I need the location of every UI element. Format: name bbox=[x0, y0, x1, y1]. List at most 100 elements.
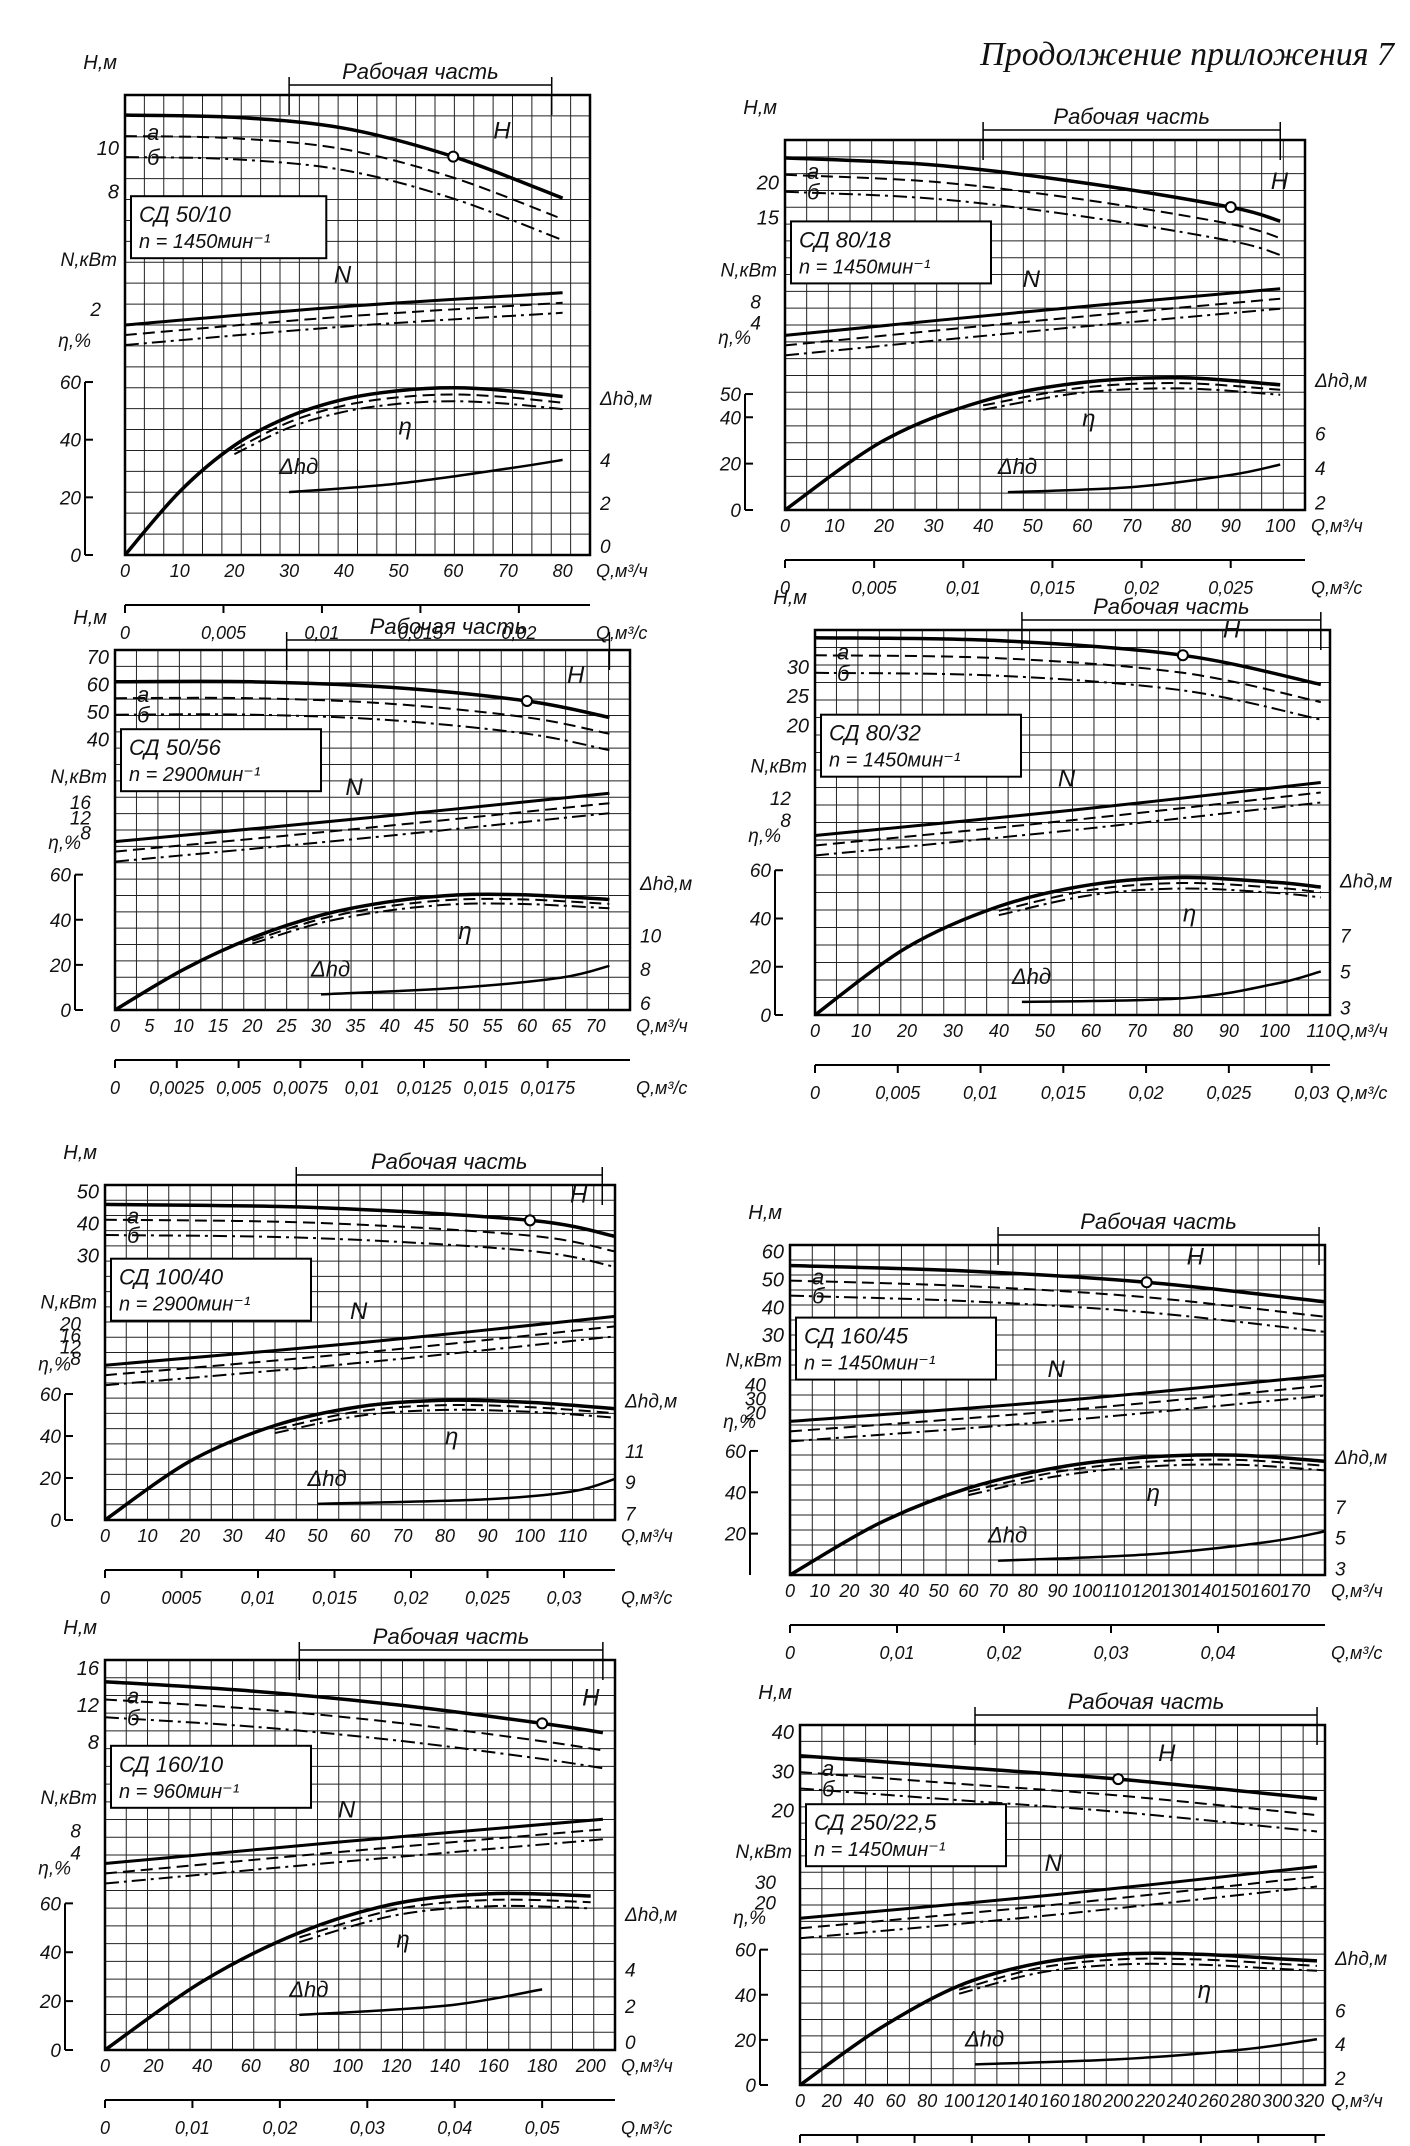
tick-q-h: 10 bbox=[825, 516, 845, 536]
tick-dh: 6 bbox=[1335, 2002, 1346, 2023]
pump-model: СД 250/22,5 bbox=[814, 1810, 937, 1835]
tick-H: 60 bbox=[87, 675, 109, 697]
pump-box bbox=[805, 1803, 1007, 1868]
tick-q-h: 35 bbox=[345, 1016, 366, 1036]
tick-dh: 4 bbox=[600, 451, 611, 472]
tick-q-s: 0005 bbox=[161, 1588, 202, 1608]
tick-q-h: 70 bbox=[1122, 516, 1142, 536]
tick-dh: 7 bbox=[625, 1504, 637, 1525]
tick-q-h: 55 bbox=[483, 1016, 504, 1036]
axis-N-label: N,кВт bbox=[41, 1292, 97, 1313]
tick-q-s: 0,025 bbox=[465, 1588, 511, 1608]
tick-eta: 0 bbox=[745, 2076, 756, 2097]
tick-q-s: 0 bbox=[120, 623, 130, 643]
tick-q-s: 0 bbox=[100, 2118, 110, 2138]
duty-point bbox=[447, 150, 460, 163]
axis-dh-label: Δhд,м bbox=[1334, 1448, 1387, 1469]
curve-H bbox=[784, 156, 1281, 223]
work-zone-label: Рабочая часть bbox=[1080, 1209, 1237, 1234]
tick-q-h: 60 bbox=[885, 2091, 905, 2111]
tick-q-h: 70 bbox=[988, 1581, 1008, 1601]
tick-q-s: 0,01 bbox=[946, 578, 981, 598]
axis-q-s-label: Q,м³/с bbox=[621, 1588, 672, 1608]
tick-q-h: 50 bbox=[307, 1526, 327, 1546]
axis-H-label: H,м bbox=[773, 587, 807, 609]
label-H: H bbox=[493, 118, 511, 145]
tick-q-s: 0 bbox=[100, 1588, 110, 1608]
tick-q-h: 70 bbox=[498, 561, 518, 581]
tick-dh: 0 bbox=[625, 2033, 636, 2054]
tick-eta: 20 bbox=[39, 1992, 62, 2013]
pump-box bbox=[795, 1316, 997, 1381]
tick-q-s: 0 bbox=[810, 1083, 820, 1103]
tick-H: 30 bbox=[772, 1761, 794, 1783]
tick-N: 12 bbox=[770, 789, 792, 810]
tick-q-h: 30 bbox=[869, 1581, 889, 1601]
axis-q-h-label: Q,м³/ч bbox=[1336, 1021, 1388, 1041]
label-b: б bbox=[822, 1776, 836, 1801]
tick-q-h: 70 bbox=[1127, 1021, 1147, 1041]
label-a: а bbox=[147, 120, 159, 145]
tick-H: 20 bbox=[786, 715, 809, 737]
page-title: Продолжение приложения 7 bbox=[980, 36, 1394, 73]
tick-N: 20 bbox=[744, 1403, 767, 1424]
tick-eta: 20 bbox=[734, 2031, 757, 2052]
axis-H-label: H,м bbox=[63, 1142, 97, 1164]
tick-dh: 4 bbox=[1335, 2035, 1346, 2056]
curve-N-a bbox=[814, 791, 1321, 847]
tick-q-h: 20 bbox=[223, 561, 244, 581]
tick-eta: 40 bbox=[750, 909, 772, 930]
tick-q-h: 30 bbox=[943, 1021, 963, 1041]
tick-q-s: 0,03 bbox=[1093, 1643, 1128, 1663]
tick-N: 8 bbox=[70, 1821, 81, 1842]
curve-H-a bbox=[124, 135, 563, 221]
pump-box bbox=[790, 220, 992, 285]
curve-eta-b bbox=[233, 400, 563, 456]
pump-box bbox=[130, 195, 328, 260]
tick-q-h: 90 bbox=[1219, 1021, 1239, 1041]
tick-q-h: 70 bbox=[586, 1016, 606, 1036]
curve-dh bbox=[299, 1988, 543, 2017]
tick-H: 30 bbox=[762, 1325, 784, 1347]
pump-model: СД 80/18 bbox=[799, 227, 892, 252]
curve-N-b bbox=[114, 812, 610, 863]
pump-model: СД 80/32 bbox=[829, 721, 921, 746]
tick-q-s: 0,01 bbox=[963, 1083, 998, 1103]
curve-N-b bbox=[104, 1335, 616, 1387]
tick-q-h: 80 bbox=[1171, 516, 1191, 536]
pump-speed: n = 1450мин⁻¹ bbox=[799, 256, 931, 278]
tick-q-s: 0,0075 bbox=[273, 1078, 329, 1098]
curve-eta-a bbox=[299, 1898, 591, 1939]
tick-dh: 0 bbox=[600, 537, 611, 558]
tick-N: 8 bbox=[780, 811, 791, 832]
tick-q-h: 60 bbox=[443, 561, 463, 581]
tick-N: 20 bbox=[754, 1894, 777, 1915]
tick-q-h: 60 bbox=[517, 1016, 537, 1036]
tick-eta: 40 bbox=[720, 408, 742, 429]
tick-q-h: 50 bbox=[389, 561, 409, 581]
tick-H: 30 bbox=[787, 657, 809, 679]
curve-eta bbox=[798, 1951, 1318, 2087]
tick-q-s: 0,01 bbox=[345, 1078, 380, 1098]
duty-point bbox=[521, 694, 533, 707]
tick-q-h: 5 bbox=[144, 1016, 155, 1036]
plot-frame bbox=[103, 1658, 617, 2052]
axis-q-h-label: Q,м³/ч bbox=[596, 561, 648, 581]
tick-q-s: 0,015 bbox=[312, 1588, 358, 1608]
tick-H: 40 bbox=[87, 729, 109, 751]
axis-q-h-label: Q,м³/ч bbox=[621, 2056, 673, 2076]
pump-speed: n = 1450мин⁻¹ bbox=[829, 750, 961, 772]
tick-eta: 40 bbox=[50, 911, 72, 932]
axis-N-label: N,кВт bbox=[61, 250, 117, 271]
tick-q-h: 80 bbox=[1173, 1021, 1193, 1041]
tick-dh: 6 bbox=[640, 994, 651, 1015]
curve-N bbox=[799, 1865, 1318, 1920]
tick-dh: 8 bbox=[640, 960, 651, 981]
curve-N bbox=[784, 287, 1281, 337]
tick-q-h: 100 bbox=[333, 2056, 363, 2076]
axis-eta-label: η,% bbox=[58, 331, 91, 352]
axis-q-s-label: Q,м³/с bbox=[636, 1078, 687, 1098]
tick-eta: 0 bbox=[730, 501, 741, 522]
plot-frame bbox=[813, 628, 1332, 1017]
tick-q-s: 0,005 bbox=[852, 578, 898, 598]
